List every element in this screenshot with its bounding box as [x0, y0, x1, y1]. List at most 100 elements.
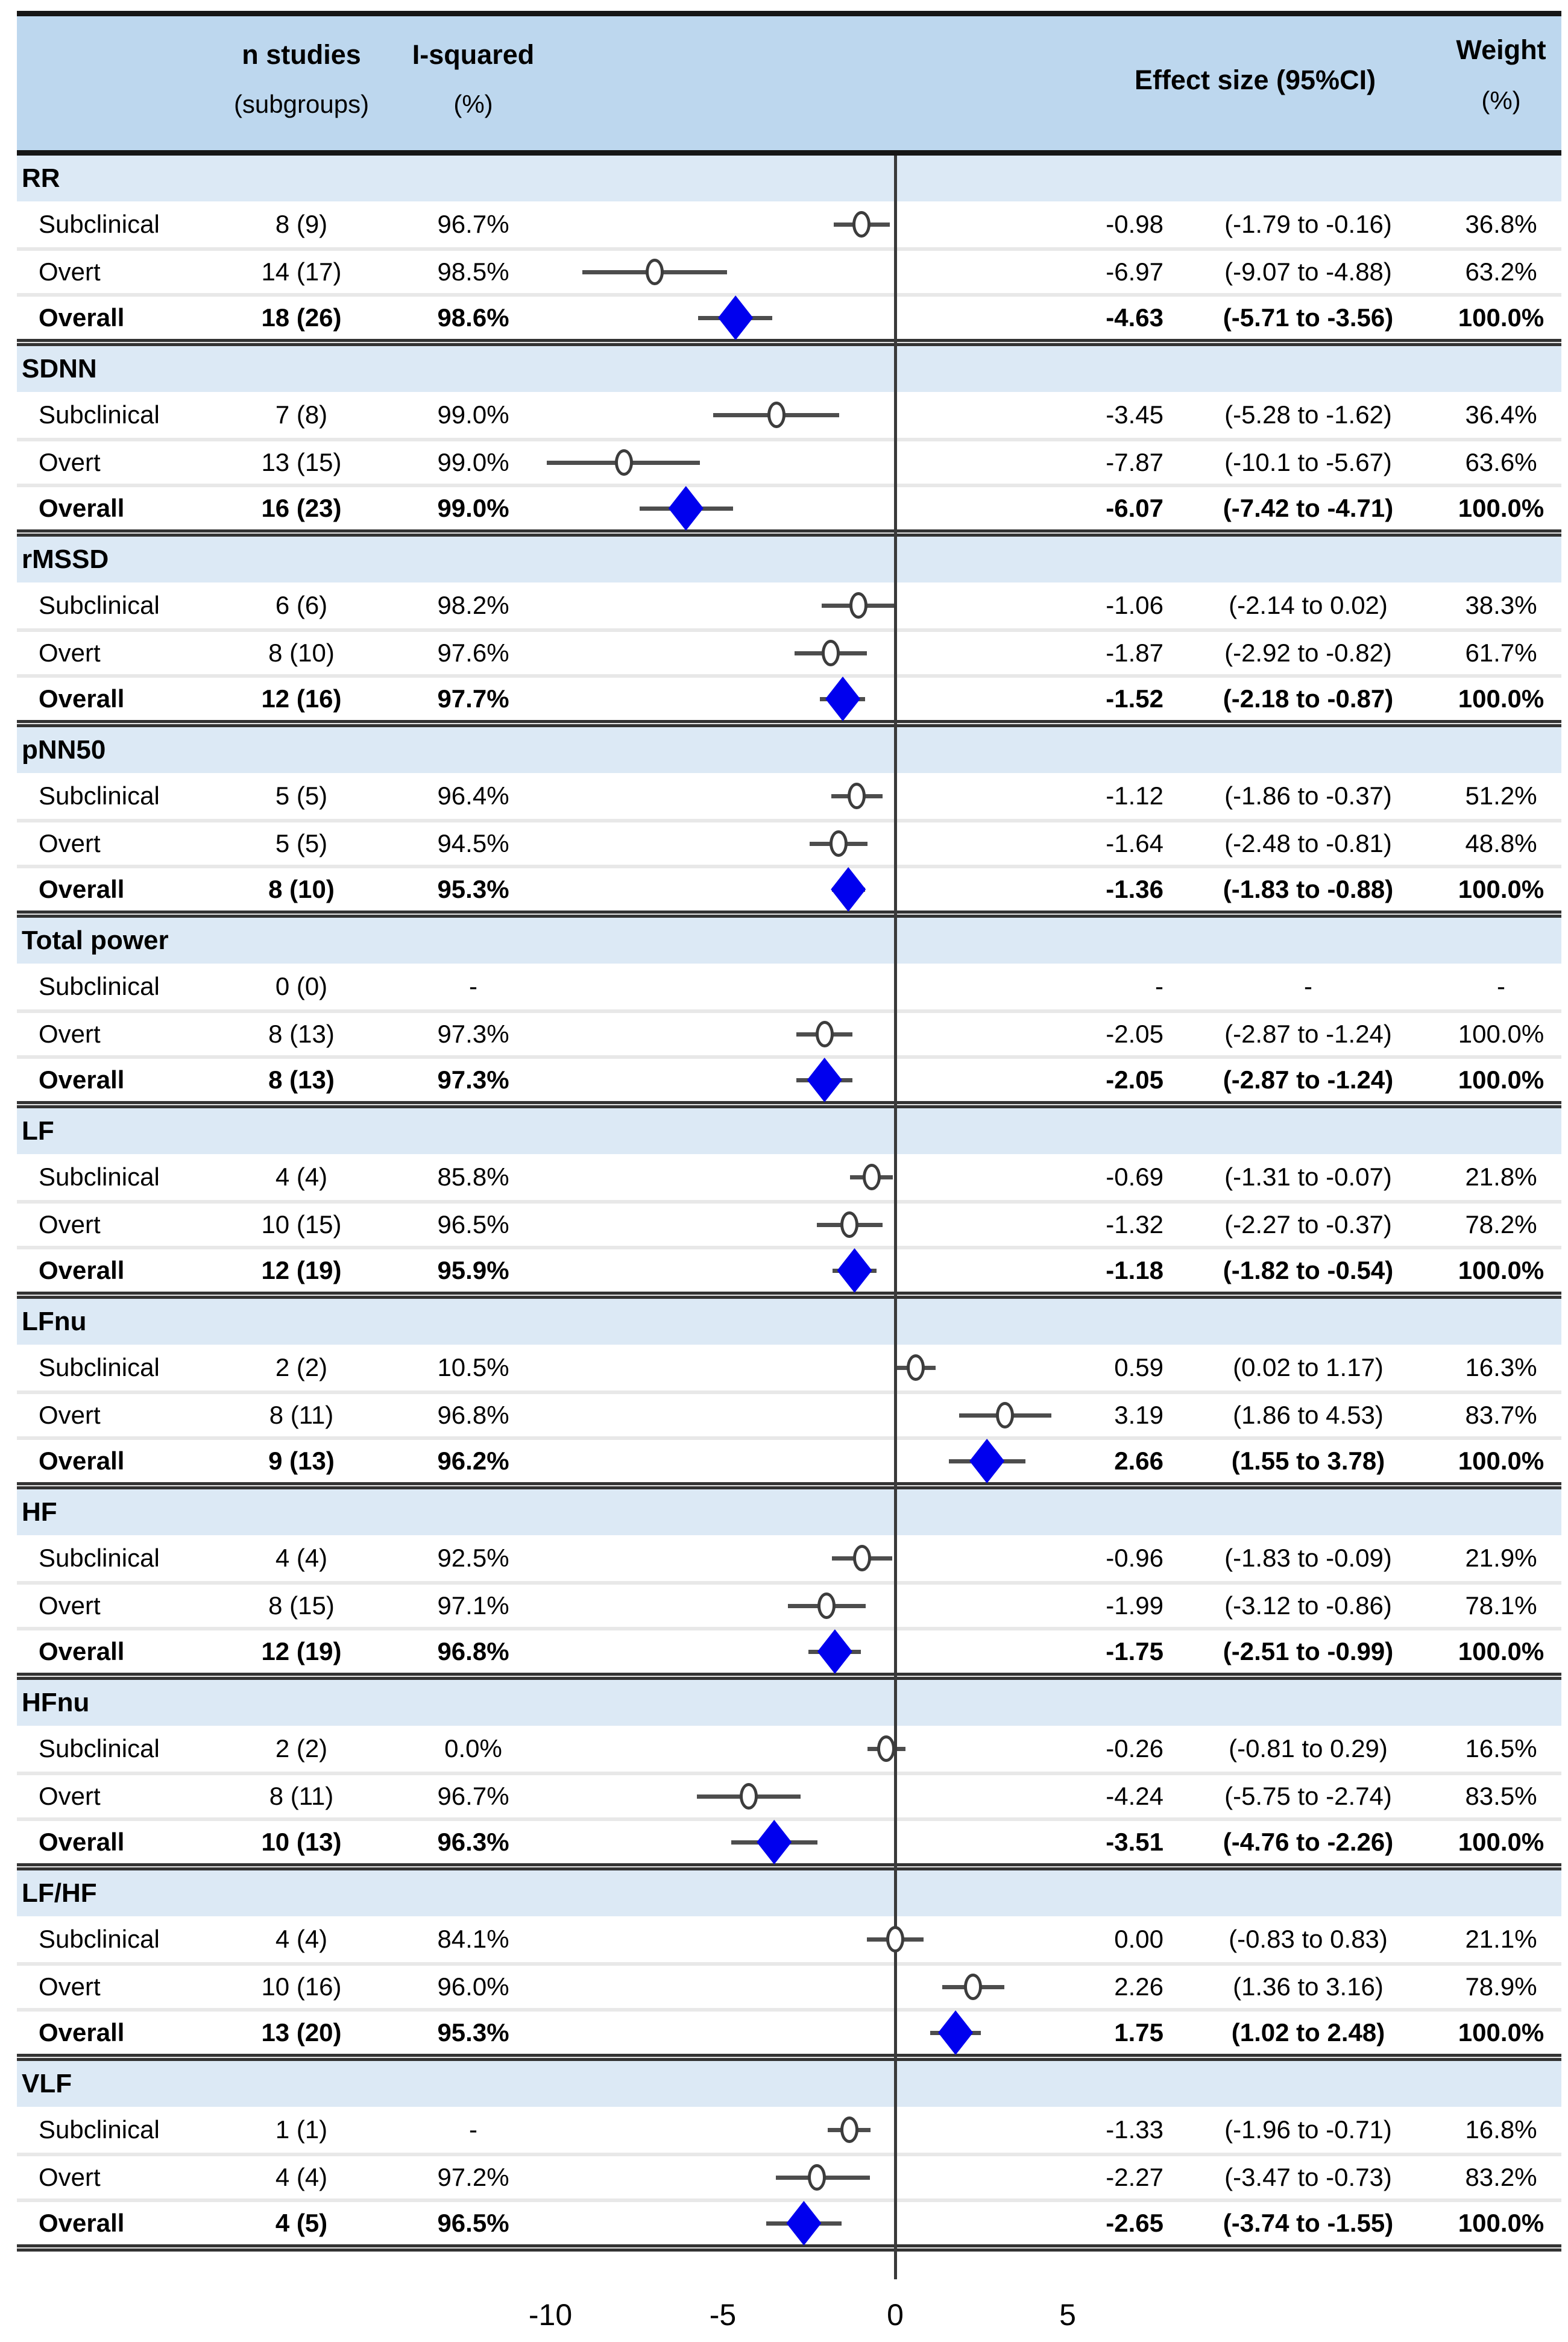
weight-value: 100.0%: [1458, 684, 1544, 713]
pooled-estimate-diamond: [718, 295, 754, 340]
pooled-estimate-diamond: [837, 1248, 872, 1293]
effect-size-value: -1.99: [1106, 1591, 1163, 1620]
group-header-row: RR: [17, 156, 1561, 201]
confidence-interval-text: (-2.14 to 0.02): [1229, 591, 1388, 619]
row-label: Overall: [39, 1828, 125, 1856]
group-label: pNN50: [22, 735, 106, 765]
table-row: Subclinical 4 (4) 92.5% -0.96 (-1.83 to -0.0…: [17, 1535, 1561, 1581]
table-row: Subclinical 1 (1) - -1.33 (-1.96 to -0.71) 16…: [17, 2107, 1561, 2153]
group-header-row: Total power: [17, 918, 1561, 964]
section-divider-rule: [17, 1673, 1561, 1680]
row-label: Overt: [39, 448, 101, 476]
study-estimate-circle: [646, 259, 664, 285]
pooled-estimate-diamond: [817, 1629, 852, 1674]
table-row: Subclinical 6 (6) 98.2% -1.06 (-2.14 to 0.02…: [17, 582, 1561, 628]
confidence-interval-text: (-7.42 to -4.71): [1223, 494, 1394, 522]
i-squared-value: 95.3%: [437, 2018, 509, 2047]
table-row: Overall 10 (13) 96.3% -3.51 (-4.76 to -2.26)…: [17, 1817, 1561, 1864]
confidence-interval-text: (-1.96 to -0.71): [1224, 2115, 1392, 2144]
study-estimate-circle: [877, 1735, 896, 1762]
effect-size-value: -6.07: [1106, 494, 1163, 522]
table-row: Overall 12 (19) 96.8% -1.75 (-2.51 to -0.99)…: [17, 1627, 1561, 1674]
table-row: Overt 8 (11) 96.8% 3.19 (1.86 to 4.53) 83.7%: [17, 1390, 1561, 1436]
axis-tick-label: 0: [887, 2298, 904, 2332]
weight-value: 48.8%: [1465, 829, 1537, 857]
confidence-interval-text: (1.02 to 2.48): [1231, 2018, 1385, 2047]
group-header-row: LFnu: [17, 1299, 1561, 1345]
table-row: Subclinical 7 (8) 99.0% -3.45 (-5.28 to -1.6…: [17, 392, 1561, 438]
row-label: Subclinical: [39, 2115, 160, 2144]
pooled-estimate-diamond: [831, 867, 866, 912]
weight-value: 78.2%: [1465, 1210, 1537, 1239]
confidence-interval-text: (-1.31 to -0.07): [1224, 1163, 1392, 1191]
effect-size-value: -: [1155, 972, 1163, 1000]
confidence-interval-text: (-2.51 to -0.99): [1223, 1637, 1394, 1665]
table-row: Subclinical 2 (2) 10.5% 0.59 (0.02 to 1.17) 1…: [17, 1345, 1561, 1390]
n-studies-value: 4 (5): [275, 2209, 328, 2237]
section-divider-rule: [17, 1482, 1561, 1489]
header-n-studies: n studies: [242, 39, 361, 70]
effect-size-value: -2.65: [1106, 2209, 1163, 2237]
weight-value: 16.8%: [1465, 2115, 1537, 2144]
effect-size-value: -4.24: [1106, 1782, 1163, 1810]
row-label: Overall: [39, 2209, 125, 2237]
effect-size-value: -2.05: [1106, 1020, 1163, 1048]
effect-size-value: -2.27: [1106, 2163, 1163, 2191]
i-squared-value: 99.0%: [437, 400, 509, 429]
weight-value: 100.0%: [1458, 1065, 1544, 1094]
section-divider-rule: [17, 720, 1561, 727]
study-estimate-circle: [767, 402, 786, 428]
study-estimate-circle: [849, 592, 868, 619]
table-row: Overt 8 (11) 96.7% -4.24 (-5.75 to -2.74) 83.…: [17, 1772, 1561, 1817]
section-divider-rule: [17, 1863, 1561, 1870]
effect-size-value: 1.75: [1114, 2018, 1163, 2047]
table-row: Subclinical 4 (4) 84.1% 0.00 (-0.83 to 0.83)…: [17, 1916, 1561, 1962]
row-label: Overall: [39, 303, 125, 332]
weight-value: 100.0%: [1458, 1447, 1544, 1475]
study-estimate-circle: [852, 211, 871, 238]
study-estimate-circle: [830, 830, 848, 857]
i-squared-value: 96.4%: [437, 781, 509, 810]
row-label: Subclinical: [39, 972, 160, 1000]
i-squared-value: 96.3%: [437, 1828, 509, 1856]
weight-value: 78.1%: [1465, 1591, 1537, 1620]
n-studies-value: 12 (19): [261, 1637, 342, 1665]
study-estimate-circle: [847, 783, 866, 809]
pooled-estimate-diamond: [668, 486, 704, 531]
row-label: Overt: [39, 1020, 101, 1048]
axis-tick-label: -5: [709, 2298, 737, 2332]
effect-size-value: 0.00: [1114, 1925, 1163, 1953]
table-header: n studies (subgroups) I-squared (%) Effe…: [17, 16, 1561, 150]
effect-size-value: -0.26: [1106, 1734, 1163, 1763]
n-studies-value: 10 (15): [261, 1210, 342, 1239]
n-studies-value: 4 (4): [275, 1163, 328, 1191]
confidence-interval-text: (-2.48 to -0.81): [1224, 829, 1392, 857]
row-label: Subclinical: [39, 400, 160, 429]
row-label: Subclinical: [39, 1353, 160, 1381]
group-label: VLF: [22, 2069, 72, 2098]
group-header-row: VLF: [17, 2061, 1561, 2107]
group-label: SDNN: [22, 354, 97, 383]
weight-value: 61.7%: [1465, 639, 1537, 667]
confidence-interval-text: (-1.83 to -0.09): [1224, 1544, 1392, 1572]
pooled-estimate-diamond: [969, 1439, 1005, 1483]
table-row: Subclinical 2 (2) 0.0% -0.26 (-0.81 to 0.29)…: [17, 1726, 1561, 1772]
confidence-interval-text: -: [1304, 972, 1312, 1000]
i-squared-value: 96.5%: [437, 1210, 509, 1239]
table-row: Overt 10 (15) 96.5% -1.32 (-2.27 to -0.37) 78…: [17, 1200, 1561, 1246]
confidence-interval-text: (-1.79 to -0.16): [1224, 210, 1392, 238]
table-row: Overt 14 (17) 98.5% -6.97 (-9.07 to -4.88) 63…: [17, 247, 1561, 293]
study-estimate-circle: [964, 1974, 983, 2000]
header-n-subgroups: (subgroups): [233, 90, 370, 118]
n-studies-value: 10 (16): [261, 1972, 342, 2001]
confidence-interval-text: (-10.1 to -5.67): [1224, 448, 1392, 476]
effect-size-value: -7.87: [1106, 448, 1163, 476]
n-studies-value: 8 (13): [268, 1020, 335, 1048]
header-i-squared-pct: (%): [453, 90, 493, 118]
row-label: Subclinical: [39, 591, 160, 619]
i-squared-value: 96.5%: [437, 2209, 509, 2237]
row-label: Overall: [39, 684, 125, 713]
study-estimate-circle: [840, 1211, 859, 1238]
table-row: Subclinical 4 (4) 85.8% -0.69 (-1.31 to -0.0…: [17, 1154, 1561, 1200]
